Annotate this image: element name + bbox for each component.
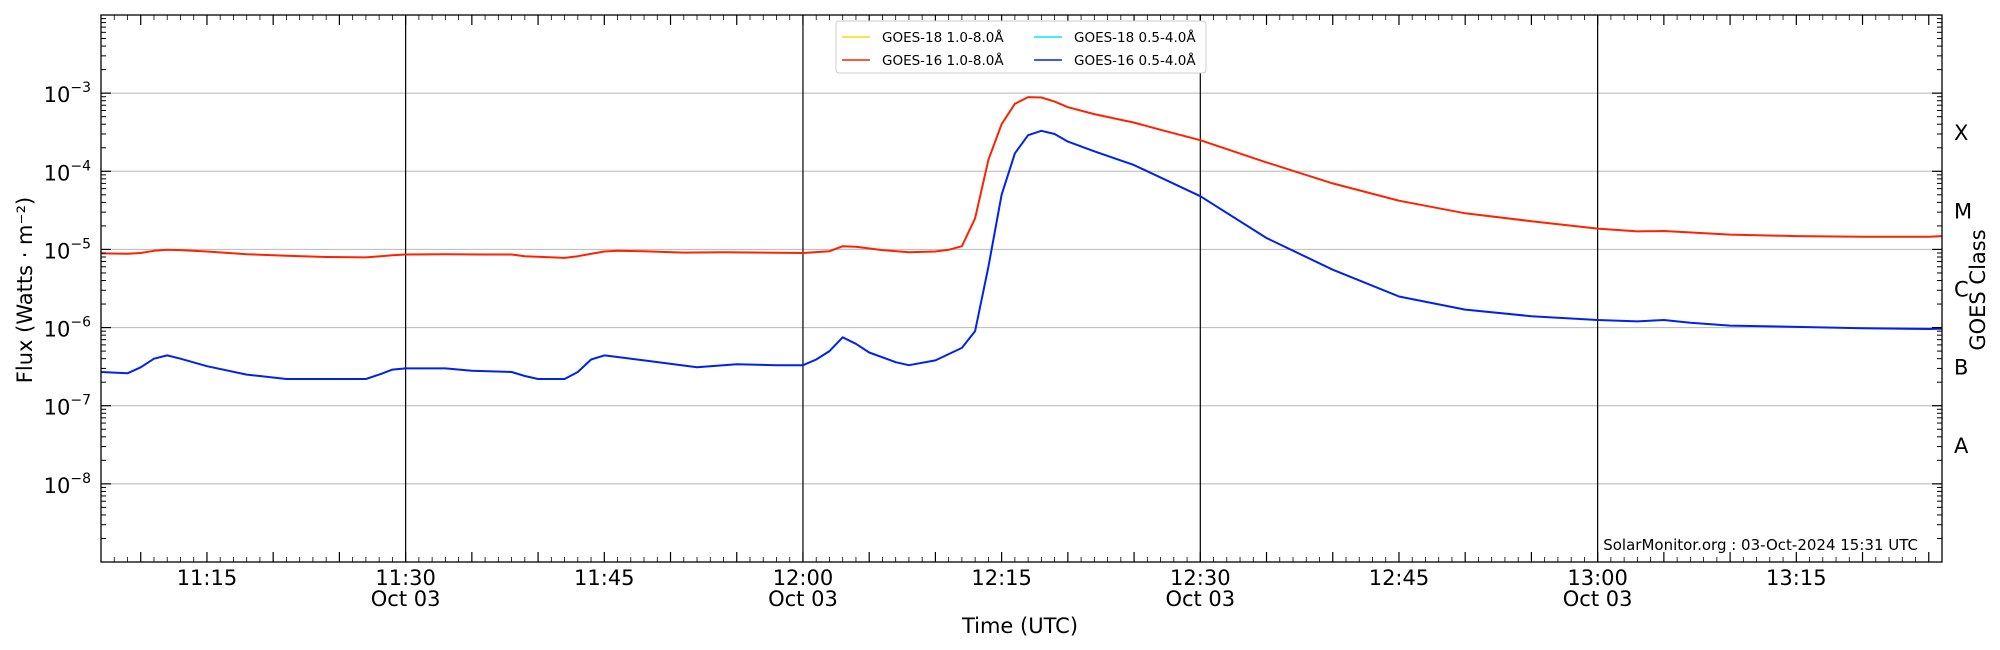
y-tick-label: 10−6 [44,315,91,342]
x-tick-label: 12:30 [1170,566,1231,590]
credit-text: SolarMonitor.org : 03-Oct-2024 15:31 UTC [1603,536,1918,554]
series-line [100,96,1943,259]
legend-box [835,20,1207,74]
x-tick-label: 11:45 [574,566,635,590]
plot-frame [100,14,1943,563]
y2-axis-title: GOES Class [1966,229,1990,350]
y-tick-label: 10−3 [44,80,91,107]
legend-label: GOES-16 1.0-8.0Å [882,52,1004,69]
y-tick-label: 10−7 [44,393,91,420]
x-tick-label: 12:00 [773,566,834,590]
grid-layer [101,15,1942,562]
x-tick-label: 13:00 [1567,566,1628,590]
legend-label: GOES-16 0.5-4.0Å [1074,52,1196,69]
y-tick-label: 10−8 [44,471,91,498]
legend: GOES-18 1.0-8.0Å GOES-16 1.0-8.0Å GOES-18 … [835,20,1207,74]
goes-class-label: X [1954,121,1968,145]
x-tick-date-label: Oct 03 [371,587,441,611]
goes-class-label: C [1954,278,1969,302]
legend-label: GOES-18 0.5-4.0Å [1074,29,1196,46]
x-tick-label: 11:30 [375,566,436,590]
goes-class-label: B [1954,356,1968,380]
x-tick-label: 12:45 [1369,566,1430,590]
x-tick-date-label: Oct 03 [1165,587,1235,611]
series-layer [100,96,1943,380]
legend-label: GOES-18 1.0-8.0Å [882,29,1004,46]
series-line [100,129,1943,380]
x-tick-date-label: Oct 03 [1563,587,1633,611]
y-tick-label: 10−5 [44,236,91,263]
x-tick-label: 11:15 [177,566,238,590]
goes-class-label: M [1954,199,1972,223]
x-tick-label: 13:15 [1766,566,1827,590]
goes-class-label: A [1954,434,1969,458]
x-axis-title: Time (UTC) [961,614,1078,638]
y-axis-title: Flux (Watts · m⁻²) [13,197,37,383]
x-tick-label: 12:15 [971,566,1032,590]
x-tick-date-label: Oct 03 [768,587,838,611]
y-tick-label: 10−4 [44,158,91,185]
